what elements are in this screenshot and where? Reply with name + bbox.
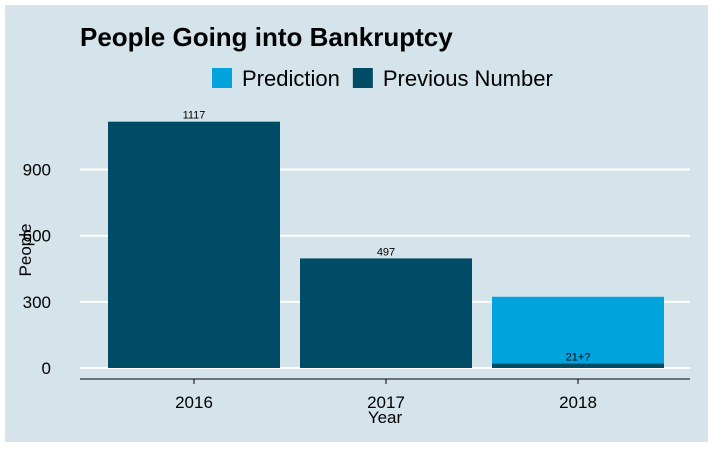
legend-swatch bbox=[352, 68, 373, 88]
data-labels: 1117 497 21+? bbox=[183, 110, 591, 364]
bar bbox=[492, 363, 664, 368]
x-axis-title: Year bbox=[368, 408, 403, 427]
y-tick-label: 600 bbox=[23, 227, 51, 246]
y-tick-label: 900 bbox=[23, 161, 51, 180]
legend: Prediction Previous Number bbox=[212, 66, 553, 91]
data-label: 1117 bbox=[183, 110, 206, 122]
chart-title: People Going into Bankruptcy bbox=[80, 22, 453, 52]
x-tick-label: 2018 bbox=[559, 393, 597, 412]
legend-label: Previous Number bbox=[383, 66, 553, 91]
x-axis-ticks: 2016 2017 2018 bbox=[175, 379, 597, 412]
data-label: 497 bbox=[377, 246, 395, 258]
y-tick-label: 300 bbox=[23, 293, 51, 312]
bar bbox=[300, 258, 472, 368]
bars bbox=[108, 121, 664, 368]
y-axis-title: People bbox=[16, 224, 35, 277]
data-label: 21+? bbox=[566, 351, 591, 363]
legend-swatch bbox=[212, 68, 232, 88]
y-tick-label: 0 bbox=[42, 359, 51, 378]
x-tick-label: 2016 bbox=[175, 393, 213, 412]
bar bbox=[108, 121, 280, 368]
legend-label: Prediction bbox=[242, 66, 340, 91]
bar bbox=[492, 296, 664, 364]
y-axis-ticks: 0 300 600 900 bbox=[23, 161, 51, 378]
x-tick-label: 2017 bbox=[367, 393, 405, 412]
